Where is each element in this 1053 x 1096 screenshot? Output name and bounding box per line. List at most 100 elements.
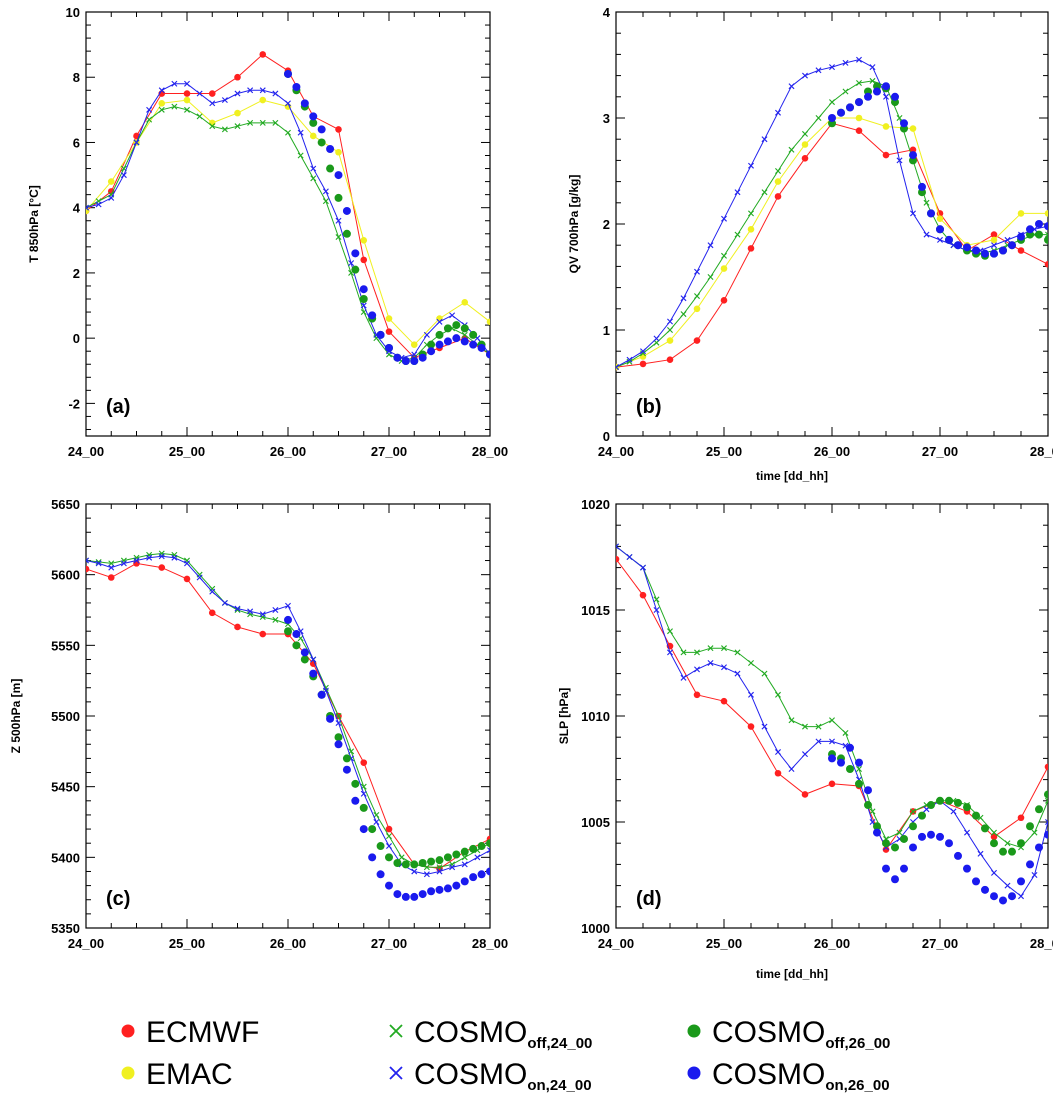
- x-tick-label: 28_00: [1030, 444, 1053, 459]
- legend-item: COSMOon,26_00: [687, 1058, 890, 1094]
- data-point: [909, 146, 917, 154]
- data-point: [410, 356, 419, 365]
- data-point: [640, 350, 646, 357]
- data-point: [427, 887, 436, 896]
- data-point: [707, 660, 714, 666]
- data-point: [461, 331, 468, 338]
- data-point: [292, 83, 301, 92]
- data-point: [184, 560, 190, 567]
- data-point: [247, 87, 254, 94]
- data-point: [842, 59, 849, 66]
- data-point: [322, 198, 329, 205]
- y-tick-label: 0: [603, 429, 610, 444]
- data-point: [435, 856, 444, 865]
- data-point: [435, 885, 444, 894]
- data-point: [487, 847, 490, 854]
- data-point: [882, 123, 890, 130]
- data-point: [1008, 241, 1016, 250]
- data-point: [616, 555, 620, 563]
- data-point: [1018, 893, 1024, 900]
- x-tick-label: 24_00: [68, 936, 104, 951]
- series-cosmo-on-26: [284, 615, 490, 901]
- data-point: [373, 811, 380, 818]
- data-point: [954, 241, 962, 250]
- data-point: [936, 796, 944, 805]
- data-point: [359, 285, 368, 294]
- data-point: [788, 146, 795, 153]
- data-point: [411, 351, 418, 358]
- x-tick-label: 24_00: [68, 444, 104, 459]
- legend-label: COSMOon,26_00: [712, 1058, 890, 1094]
- panel-tag: (a): [106, 396, 130, 418]
- legend-marker: [121, 1024, 135, 1038]
- data-point: [133, 557, 140, 564]
- data-point: [401, 356, 410, 365]
- data-point: [616, 364, 619, 371]
- data-point: [653, 335, 660, 342]
- series-line: [616, 117, 1048, 368]
- data-point: [234, 623, 241, 631]
- legend-item: EMAC: [121, 1058, 233, 1091]
- data-point: [393, 890, 402, 899]
- series-ecmwf: [86, 51, 490, 362]
- data-point: [385, 853, 393, 862]
- data-point: [927, 830, 935, 839]
- data-point: [334, 193, 343, 202]
- data-point: [864, 92, 872, 101]
- series-cosmo-on-26: [828, 82, 1048, 258]
- panel-tag: (d): [636, 888, 662, 910]
- data-point: [351, 249, 360, 258]
- data-point: [385, 881, 393, 890]
- data-point: [461, 854, 468, 861]
- legend-marker: [121, 1066, 135, 1080]
- data-point: [322, 188, 329, 195]
- data-point: [972, 877, 980, 886]
- data-point: [774, 178, 782, 185]
- data-point: [882, 82, 890, 91]
- data-point: [342, 206, 351, 215]
- data-point: [945, 839, 953, 848]
- data-point: [694, 666, 700, 673]
- y-tick-label: 4: [73, 201, 81, 216]
- data-point: [300, 655, 309, 664]
- series-line: [86, 106, 490, 362]
- data-point: [158, 564, 166, 571]
- data-point: [721, 645, 727, 652]
- data-point: [855, 127, 863, 135]
- data-point: [486, 839, 490, 848]
- data-point: [326, 144, 335, 153]
- data-point: [418, 353, 427, 362]
- data-point: [873, 828, 881, 837]
- data-point: [1035, 220, 1043, 228]
- data-point: [990, 833, 998, 841]
- y-tick-label: -2: [68, 396, 80, 411]
- data-point: [666, 356, 674, 363]
- data-point: [1017, 247, 1025, 254]
- data-point: [801, 791, 809, 798]
- series-cosmo-on-24: [86, 553, 490, 878]
- data-point: [882, 151, 890, 159]
- data-point: [734, 189, 741, 196]
- data-point: [1035, 230, 1043, 239]
- data-point: [927, 801, 935, 810]
- data-point: [802, 130, 808, 137]
- data-point: [761, 136, 768, 143]
- data-point: [368, 311, 377, 320]
- series-line: [616, 122, 1048, 368]
- data-point: [972, 811, 980, 820]
- data-point: [1031, 829, 1038, 836]
- data-point: [385, 315, 393, 322]
- data-point: [801, 141, 809, 148]
- series-line: [86, 53, 490, 359]
- data-point: [1026, 225, 1034, 234]
- data-point: [856, 766, 862, 772]
- series-cosmo-off-24: [86, 103, 490, 364]
- data-point: [761, 189, 768, 196]
- data-point: [855, 114, 863, 122]
- legend-marker: [389, 1066, 403, 1080]
- data-point: [707, 645, 714, 652]
- data-point: [927, 209, 935, 218]
- data-point: [309, 118, 318, 127]
- data-point: [342, 754, 351, 763]
- series-line: [616, 546, 1048, 848]
